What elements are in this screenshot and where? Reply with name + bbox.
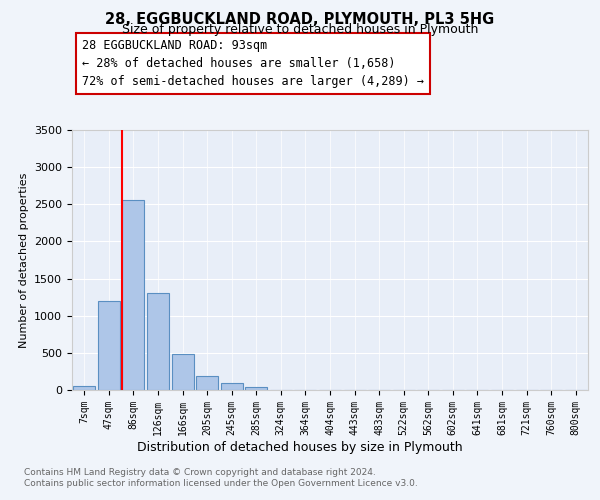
Text: Contains public sector information licensed under the Open Government Licence v3: Contains public sector information licen… bbox=[24, 479, 418, 488]
Text: 28, EGGBUCKLAND ROAD, PLYMOUTH, PL3 5HG: 28, EGGBUCKLAND ROAD, PLYMOUTH, PL3 5HG bbox=[106, 12, 494, 28]
Y-axis label: Number of detached properties: Number of detached properties bbox=[19, 172, 29, 348]
Bar bbox=[73, 386, 95, 390]
Bar bbox=[147, 292, 169, 390]
Text: Contains HM Land Registry data © Crown copyright and database right 2024.: Contains HM Land Registry data © Crown c… bbox=[24, 468, 376, 477]
Text: Size of property relative to detached houses in Plymouth: Size of property relative to detached ho… bbox=[122, 22, 478, 36]
Text: 28 EGGBUCKLAND ROAD: 93sqm
← 28% of detached houses are smaller (1,658)
72% of s: 28 EGGBUCKLAND ROAD: 93sqm ← 28% of deta… bbox=[82, 39, 424, 88]
Bar bbox=[196, 376, 218, 390]
Bar bbox=[122, 200, 145, 390]
Text: Distribution of detached houses by size in Plymouth: Distribution of detached houses by size … bbox=[137, 441, 463, 454]
Bar bbox=[245, 387, 268, 390]
Bar bbox=[172, 354, 194, 390]
Bar bbox=[98, 301, 120, 390]
Bar bbox=[221, 384, 243, 390]
